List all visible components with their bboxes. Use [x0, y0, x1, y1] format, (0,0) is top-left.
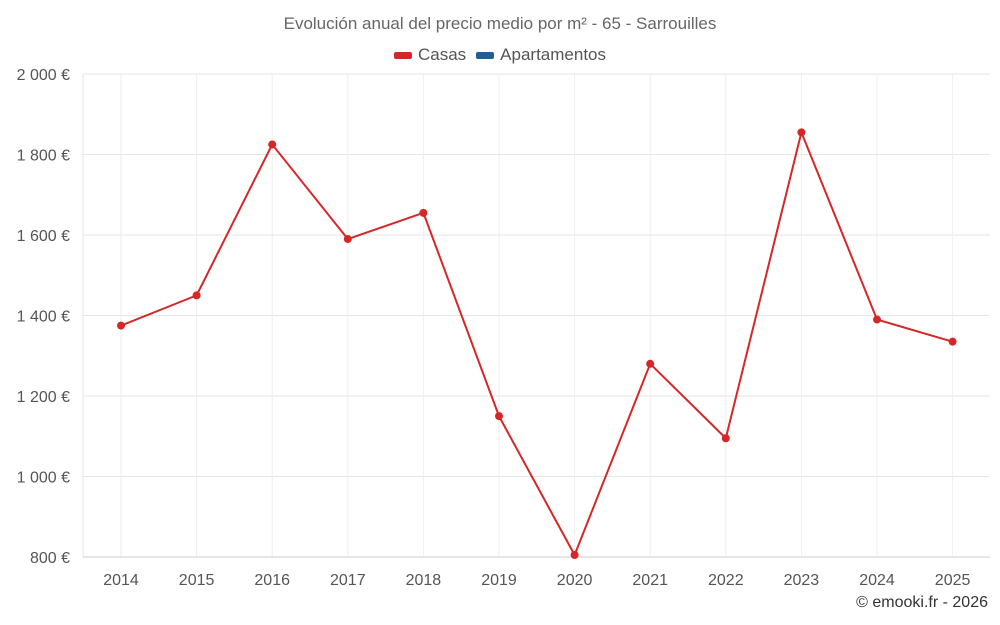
data-point — [646, 359, 655, 368]
data-point — [343, 235, 352, 244]
x-tick-label: 2021 — [632, 572, 668, 589]
x-tick-label: 2023 — [784, 572, 820, 589]
y-tick-label: 1 200 € — [17, 389, 70, 406]
data-point — [797, 128, 806, 137]
data-point — [570, 550, 579, 559]
credit-text: © emooki.fr - 2026 — [856, 594, 988, 611]
series-line-casas — [120, 131, 953, 556]
y-tick-label: 1 800 € — [17, 148, 70, 165]
data-point — [117, 321, 125, 330]
legend: Casas Apartamentos — [0, 45, 1000, 65]
data-point — [268, 140, 277, 149]
x-tick-label: 2014 — [103, 572, 139, 589]
legend-label-apartamentos: Apartamentos — [500, 45, 607, 64]
x-tick-label: 2019 — [481, 572, 517, 589]
x-tick-label: 2016 — [254, 572, 290, 589]
data-point — [419, 208, 428, 217]
x-tick-label: 2020 — [557, 572, 593, 589]
legend-label-casas: Casas — [417, 45, 467, 64]
x-tick-label: 2025 — [935, 572, 971, 589]
y-tick-label: 1 600 € — [17, 228, 70, 245]
legend-item-casas[interactable]: Casas — [393, 45, 467, 65]
x-tick-label: 2024 — [859, 572, 895, 589]
data-point — [192, 291, 201, 300]
x-tick-label: 2018 — [406, 572, 442, 589]
data-point — [948, 337, 957, 346]
data-point — [721, 434, 730, 443]
y-tick-label: 2 000 € — [17, 67, 70, 84]
y-tick-label: 1 000 € — [17, 470, 70, 487]
legend-item-apartamentos[interactable]: Apartamentos — [476, 45, 606, 65]
legend-swatch-apartamentos — [476, 51, 495, 59]
data-point — [495, 412, 503, 421]
data-point — [873, 315, 881, 324]
y-tick-label: 1 400 € — [17, 309, 70, 326]
chart-title: Evolución anual del precio medio por m² … — [283, 14, 717, 33]
legend-swatch-casas — [393, 51, 412, 59]
x-tick-label: 2022 — [708, 572, 744, 589]
x-tick-label: 2015 — [179, 572, 215, 589]
y-tick-label: 800 € — [30, 550, 70, 567]
x-tick-label: 2017 — [330, 572, 366, 589]
